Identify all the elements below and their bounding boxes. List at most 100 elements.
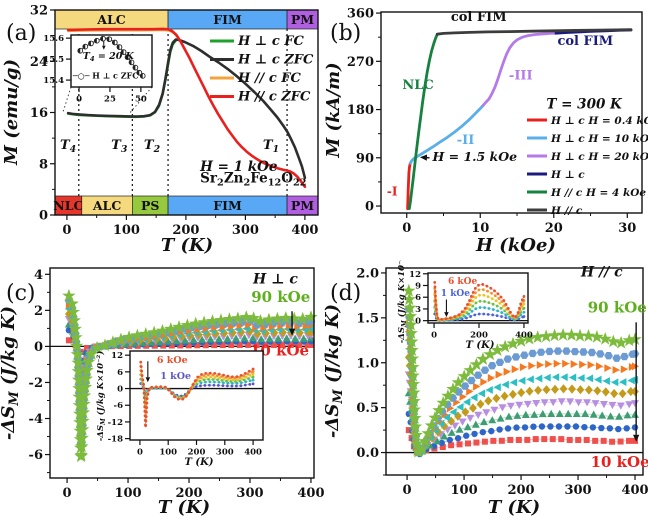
series-6-kOe	[433, 280, 526, 321]
series-90-kOe	[62, 288, 318, 463]
svg-text:24: 24	[30, 55, 48, 70]
svg-text:25: 25	[104, 95, 116, 105]
svg-text:PM: PM	[291, 12, 314, 27]
svg-text:360: 360	[347, 7, 374, 22]
series-H-//-c-ZFC	[66, 27, 307, 189]
svg-text:-12: -12	[108, 418, 123, 428]
series-H-//-c	[435, 28, 633, 36]
svg-text:T = 300 K: T = 300 K	[546, 96, 623, 112]
svg-text:300: 300	[564, 483, 591, 498]
svg-text:(a): (a)	[6, 21, 36, 46]
svg-text:100: 100	[113, 223, 140, 238]
svg-text:(b): (b)	[330, 21, 361, 46]
svg-text:12: 12	[111, 351, 123, 361]
svg-text:10 kOe: 10 kOe	[250, 341, 309, 359]
svg-text:(c): (c)	[6, 281, 36, 306]
svg-text:M (kA/m): M (kA/m)	[324, 62, 344, 158]
svg-text:6 kOe: 6 kOe	[448, 277, 477, 287]
svg-text:T3: T3	[111, 138, 128, 155]
svg-text:PM: PM	[291, 198, 314, 213]
svg-text:10: 10	[471, 221, 489, 236]
svg-text:FIM: FIM	[213, 198, 242, 213]
svg-text:0: 0	[39, 209, 48, 224]
svg-text:1.5: 1.5	[356, 311, 379, 326]
svg-text:400: 400	[621, 483, 648, 498]
svg-text:H (kOe): H (kOe)	[475, 235, 556, 256]
svg-text:300: 300	[232, 223, 259, 238]
svg-text:H ⊥ c FC: H ⊥ c FC	[237, 34, 304, 49]
svg-text:H // c: H // c	[580, 265, 623, 281]
svg-text:T2: T2	[144, 138, 161, 155]
svg-text:15.4: 15.4	[43, 76, 64, 86]
svg-text:H ⊥ c: H ⊥ c	[550, 169, 585, 181]
svg-text:90 kOe: 90 kOe	[251, 288, 310, 306]
svg-text:12: 12	[409, 270, 421, 280]
svg-text:1.0: 1.0	[356, 356, 379, 371]
svg-text:H ⊥ c ZFC: H ⊥ c ZFC	[237, 53, 314, 68]
svg-text:-6: -6	[114, 401, 124, 411]
svg-text:col FIM: col FIM	[451, 10, 507, 25]
svg-text:-III: -III	[509, 69, 533, 84]
svg-text:2.0: 2.0	[356, 266, 379, 281]
svg-text:16: 16	[30, 106, 48, 121]
svg-text:-I: -I	[387, 184, 398, 198]
svg-text:-ΔSM (J/kg K×10⁻²): -ΔSM (J/kg K×10⁻²)	[396, 260, 408, 343]
svg-text:T (K): T (K)	[488, 497, 540, 518]
svg-text:-4: -4	[29, 412, 43, 427]
svg-text:M (emu/g): M (emu/g)	[1, 59, 22, 166]
svg-text:H // c H = 4 kOe: H // c H = 4 kOe	[550, 187, 646, 199]
svg-text:400: 400	[244, 448, 262, 458]
svg-text:-ΔSM (J/kg K): -ΔSM (J/kg K)	[324, 304, 346, 438]
svg-text:2: 2	[34, 304, 43, 319]
svg-text:200: 200	[507, 483, 534, 498]
svg-text:H ⊥ c H = 10 kOe: H ⊥ c H = 10 kOe	[550, 133, 648, 145]
svg-text:15.5: 15.5	[43, 55, 64, 65]
svg-text:H = 1.5 kOe: H = 1.5 kOe	[431, 149, 517, 164]
svg-text:T (K): T (K)	[161, 235, 213, 256]
svg-text:200: 200	[175, 486, 202, 501]
svg-text:300: 300	[236, 486, 263, 501]
svg-text:90: 90	[356, 151, 374, 166]
svg-text:─○─ H ⊥ c ZFC: ─○─ H ⊥ c ZFC	[72, 70, 139, 80]
svg-text:90 kOe: 90 kOe	[588, 298, 647, 316]
svg-text:NLC: NLC	[402, 78, 433, 93]
svg-text:6: 6	[117, 368, 123, 378]
svg-text:(d): (d)	[330, 281, 361, 306]
series-H-//-c-H-=-4-kOe	[407, 33, 439, 211]
svg-text:30: 30	[618, 221, 636, 236]
svg-text:T (K): T (K)	[184, 457, 213, 468]
svg-text:H ⊥ c H = 20 kOe: H ⊥ c H = 20 kOe	[550, 151, 648, 163]
svg-text:Sr2Zn2Fe12O22: Sr2Zn2Fe12O22	[200, 170, 306, 188]
series-6-kOe	[139, 360, 255, 427]
svg-text:T1: T1	[263, 138, 279, 155]
svg-text:200: 200	[470, 331, 488, 341]
svg-text:10 kOe: 10 kOe	[591, 453, 648, 471]
svg-text:H ⊥ c H = 0.4 kOe: H ⊥ c H = 0.4 kOe	[550, 115, 648, 127]
svg-text:H ⊥ c: H ⊥ c	[252, 271, 298, 287]
svg-text:NLC: NLC	[53, 198, 83, 213]
svg-text:4: 4	[34, 268, 43, 283]
svg-text:9: 9	[415, 281, 421, 291]
series-H-⊥-c-ZFC	[77, 35, 146, 79]
svg-text:200: 200	[172, 223, 199, 238]
svg-text:T4: T4	[60, 138, 76, 155]
svg-text:3: 3	[415, 305, 421, 315]
svg-text:400: 400	[291, 223, 318, 238]
panel-c-chart: 0 100 200 300 400 -6 -4 -2 0 2 4 T (K) -ΔSM (J/kg K)…	[0, 267, 324, 518]
series-H-⊥-c-H-=-0.4-kOe	[406, 161, 412, 211]
svg-text:H // c: H // c	[550, 205, 583, 217]
svg-text:8: 8	[39, 157, 48, 172]
svg-text:-II: -II	[457, 133, 475, 148]
svg-text:0: 0	[402, 221, 411, 236]
svg-text:0.0: 0.0	[356, 446, 379, 461]
svg-text:400: 400	[297, 486, 324, 501]
svg-text:-ΔSM (J/kg K×10⁻²): -ΔSM (J/kg K×10⁻²)	[95, 351, 107, 442]
panel-a-chart: ALC FIM PM NLC ALC PS FIM PM 0 100 200 300 400 0 8 16 24…	[1, 4, 319, 256]
svg-text:100: 100	[450, 483, 477, 498]
svg-text:col FIM: col FIM	[557, 34, 613, 49]
svg-text:180: 180	[347, 103, 374, 118]
svg-text:0: 0	[415, 317, 421, 327]
svg-text:0: 0	[76, 95, 82, 105]
